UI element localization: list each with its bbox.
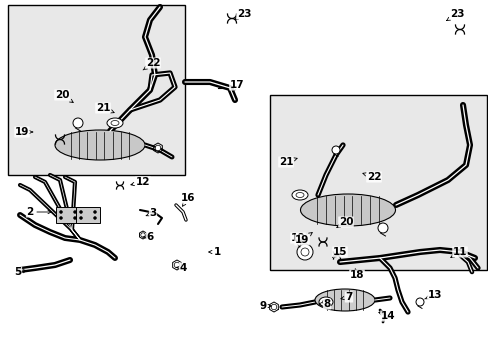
Bar: [76, 207, 100, 223]
Text: 2: 2: [26, 207, 51, 217]
Circle shape: [60, 216, 62, 220]
Text: 5: 5: [14, 267, 26, 277]
Ellipse shape: [322, 300, 329, 305]
Circle shape: [93, 211, 96, 213]
Text: 13: 13: [424, 290, 441, 300]
Ellipse shape: [55, 130, 145, 160]
Bar: [56, 207, 80, 223]
Text: 12: 12: [131, 177, 150, 187]
Circle shape: [415, 298, 423, 306]
Text: 7: 7: [340, 292, 352, 302]
Text: 20: 20: [55, 90, 73, 103]
Ellipse shape: [318, 297, 332, 307]
Text: 15: 15: [332, 247, 346, 258]
Text: 23: 23: [446, 9, 463, 21]
Text: 17: 17: [229, 80, 244, 91]
Text: 14: 14: [378, 311, 394, 321]
Text: 9: 9: [259, 301, 271, 311]
Circle shape: [60, 211, 62, 213]
Text: 1: 1: [208, 247, 220, 257]
Text: 21: 21: [278, 157, 297, 167]
Text: 22: 22: [143, 58, 160, 70]
Ellipse shape: [296, 244, 312, 260]
Circle shape: [73, 118, 83, 128]
Ellipse shape: [107, 118, 123, 128]
Circle shape: [174, 262, 180, 268]
Ellipse shape: [314, 289, 374, 311]
Circle shape: [80, 211, 82, 213]
Text: 8: 8: [318, 299, 330, 309]
Ellipse shape: [300, 194, 395, 226]
Circle shape: [80, 216, 82, 220]
Text: 18: 18: [349, 269, 364, 280]
Ellipse shape: [301, 248, 308, 256]
Text: 19: 19: [294, 233, 312, 245]
Text: 10: 10: [290, 233, 305, 247]
Bar: [8, 5, 184, 175]
Ellipse shape: [291, 190, 307, 200]
Ellipse shape: [111, 121, 119, 126]
Circle shape: [377, 223, 387, 233]
Circle shape: [73, 216, 76, 220]
Text: 19: 19: [15, 127, 33, 137]
Text: 20: 20: [336, 217, 352, 228]
Text: 16: 16: [181, 193, 195, 206]
Text: 21: 21: [96, 103, 114, 113]
Bar: [269, 95, 486, 270]
Text: 3: 3: [146, 208, 156, 218]
Circle shape: [93, 216, 96, 220]
Text: 23: 23: [234, 9, 251, 19]
Circle shape: [155, 145, 161, 151]
Circle shape: [73, 211, 76, 213]
Ellipse shape: [295, 193, 304, 198]
Text: 4: 4: [176, 263, 186, 273]
Circle shape: [331, 146, 339, 154]
Text: 22: 22: [362, 172, 381, 182]
Text: 11: 11: [450, 247, 467, 257]
Text: 6: 6: [143, 232, 153, 242]
Circle shape: [141, 233, 145, 237]
Circle shape: [271, 304, 276, 310]
